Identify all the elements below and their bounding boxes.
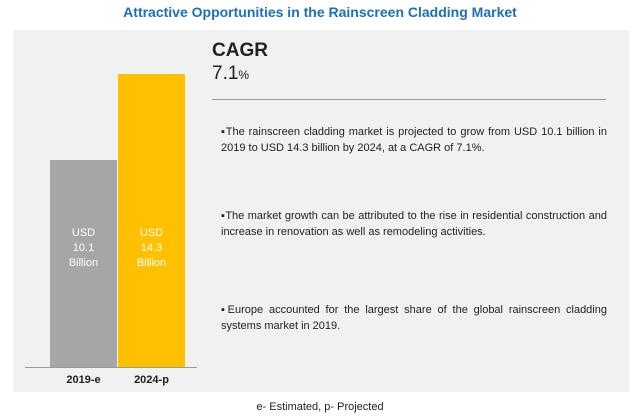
bullet-text: The rainscreen cladding market is projec…: [221, 126, 607, 154]
bar-label-2024-p: USD 14.3 Billion: [116, 226, 188, 271]
bullet-text: Europe accounted for the largest share o…: [221, 304, 607, 332]
category-label-2019-e: 2019-e: [66, 374, 101, 386]
bar-label-unit: Billion: [136, 257, 167, 269]
chart-baseline: [25, 367, 197, 368]
bullet-item: ▪Europe accounted for the largest share …: [221, 304, 607, 332]
bar-label-currency: USD: [71, 227, 96, 239]
bullet-item: ▪The rainscreen cladding market is proje…: [221, 126, 607, 154]
bar-label-unit: Billion: [68, 257, 99, 269]
bar-label-currency: USD: [139, 227, 164, 239]
bar-label-2019-e: USD 10.1 Billion: [48, 226, 120, 271]
cagr-label: CAGR: [212, 40, 268, 61]
bullet-text: The market growth can be attributed to t…: [221, 210, 607, 238]
category-label-2024-p: 2024-p: [134, 374, 169, 386]
bar-2024-p: [118, 74, 185, 367]
bullet-item: ▪The market growth can be attributed to …: [221, 210, 607, 238]
bar-label-value: 14.3: [140, 242, 163, 254]
cagr-value: 7.1%: [212, 63, 249, 85]
cagr-divider: [212, 99, 606, 100]
bar-label-value: 10.1: [72, 242, 95, 254]
footnote: e- Estimated, p- Projected: [256, 401, 384, 413]
chart-title: Attractive Opportunities in the Rainscre…: [123, 4, 517, 20]
cagr-number: 7.1: [212, 63, 239, 84]
bar-2019-e: [50, 160, 117, 367]
cagr-unit: %: [238, 68, 250, 82]
